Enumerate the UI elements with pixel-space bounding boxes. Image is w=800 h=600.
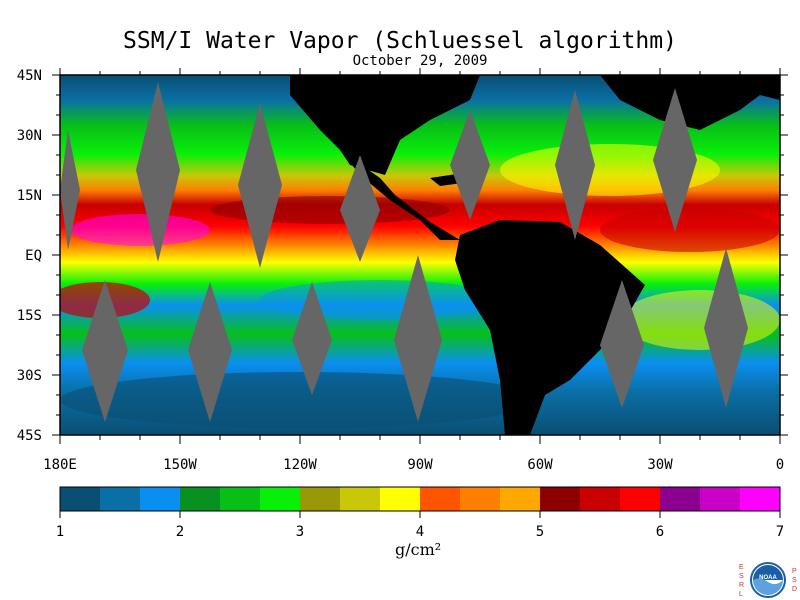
map-field bbox=[60, 75, 780, 435]
longitude-label: 150W bbox=[163, 457, 197, 473]
colorbar-tick-label: 2 bbox=[175, 524, 185, 540]
colorbar-swatch bbox=[460, 487, 501, 511]
logo-letter: D bbox=[792, 586, 797, 593]
logo-letter: P bbox=[792, 568, 797, 575]
longitude-label: 90W bbox=[407, 457, 433, 473]
map-date: October 29, 2009 bbox=[352, 53, 488, 69]
colorbar-swatch bbox=[620, 487, 661, 511]
colorbar-swatch bbox=[740, 487, 781, 511]
moisture-maximum bbox=[70, 214, 210, 246]
latitude-label: EQ bbox=[25, 248, 42, 264]
south-america bbox=[455, 220, 645, 435]
colorbar-swatch bbox=[420, 487, 461, 511]
noaa-wave bbox=[753, 578, 783, 595]
latitude-label: 30N bbox=[17, 128, 42, 144]
central-america bbox=[340, 150, 460, 240]
colorbar-swatch bbox=[340, 487, 381, 511]
longitude-axis: 180E 150W 120W 90W 60W 30W 0 bbox=[43, 457, 784, 473]
colorbar-tick-label: 7 bbox=[775, 524, 785, 540]
colorbar-swatch bbox=[220, 487, 261, 511]
swath-gap bbox=[82, 280, 128, 422]
swath-gap bbox=[394, 255, 442, 422]
colorbar-swatch bbox=[140, 487, 181, 511]
longitude-label: 30W bbox=[647, 457, 673, 473]
colorbar-swatch bbox=[540, 487, 581, 511]
moisture-band bbox=[620, 290, 780, 350]
swath-gap bbox=[292, 282, 332, 395]
latitude-label: 30S bbox=[17, 368, 42, 384]
swath-gap bbox=[704, 248, 748, 408]
colorbar-swatch bbox=[300, 487, 341, 511]
esrl-psd-logo: E S R L P S D NOAA bbox=[739, 562, 797, 598]
colorbar-tick-label: 1 bbox=[55, 524, 65, 540]
swath-gap bbox=[238, 103, 282, 268]
swath-gap bbox=[555, 90, 595, 240]
swath-gap bbox=[60, 130, 80, 250]
swath-gap bbox=[653, 88, 697, 232]
latitude-axis: 45N 30N 15N EQ 15S 30S 45S bbox=[17, 68, 42, 444]
europe-landmass bbox=[600, 75, 780, 130]
logo-letter: R bbox=[739, 582, 744, 589]
swath-gap bbox=[600, 280, 644, 408]
map-title: SSM/I Water Vapor (Schluessel algorithm) bbox=[123, 28, 677, 54]
noaa-text: NOAA bbox=[759, 575, 777, 581]
logo-letter: S bbox=[792, 577, 797, 584]
colorbar-swatch bbox=[700, 487, 741, 511]
colorbar-swatch bbox=[60, 487, 101, 511]
colorbar-swatch bbox=[580, 487, 621, 511]
colorbar-swatch bbox=[260, 487, 301, 511]
colorbar-tick-label: 6 bbox=[655, 524, 665, 540]
colorbar-tick-label: 5 bbox=[535, 524, 545, 540]
swath-gap bbox=[188, 282, 232, 422]
colorbar-swatch bbox=[380, 487, 421, 511]
colorbar-swatch bbox=[100, 487, 141, 511]
axis-ticks bbox=[52, 68, 788, 444]
swath-gaps bbox=[60, 82, 748, 422]
latitude-label: 15S bbox=[17, 308, 42, 324]
colorbar-swatch bbox=[500, 487, 541, 511]
latitude-label: 45S bbox=[17, 428, 42, 444]
colorbar-frame bbox=[59, 486, 781, 512]
longitude-label: 180E bbox=[43, 457, 77, 473]
dry-region bbox=[60, 372, 540, 428]
latitude-label: 15N bbox=[17, 188, 42, 204]
colorbar-tick-label: 3 bbox=[295, 524, 305, 540]
swath-gap bbox=[340, 155, 380, 262]
noaa-sky bbox=[753, 565, 783, 580]
colorbar-swatch bbox=[180, 487, 221, 511]
logo-letter: E bbox=[739, 564, 744, 571]
longitude-label: 120W bbox=[283, 457, 317, 473]
latitude-label: 45N bbox=[17, 68, 42, 84]
logo-letter: L bbox=[739, 591, 743, 598]
longitude-label: 60W bbox=[527, 457, 553, 473]
colorbar-swatch bbox=[660, 487, 701, 511]
longitude-label: 0 bbox=[776, 457, 784, 473]
esrl-letters: E S R L P S D bbox=[739, 564, 797, 598]
colorbar-units: g/cm² bbox=[395, 540, 442, 559]
moisture-band bbox=[600, 208, 780, 252]
north-america bbox=[290, 75, 480, 175]
swath-gap bbox=[450, 110, 490, 220]
swath-gap bbox=[136, 82, 180, 262]
logo-letter: S bbox=[739, 573, 744, 580]
colorbar bbox=[59, 487, 781, 518]
colorbar-tick-label: 4 bbox=[415, 524, 425, 540]
